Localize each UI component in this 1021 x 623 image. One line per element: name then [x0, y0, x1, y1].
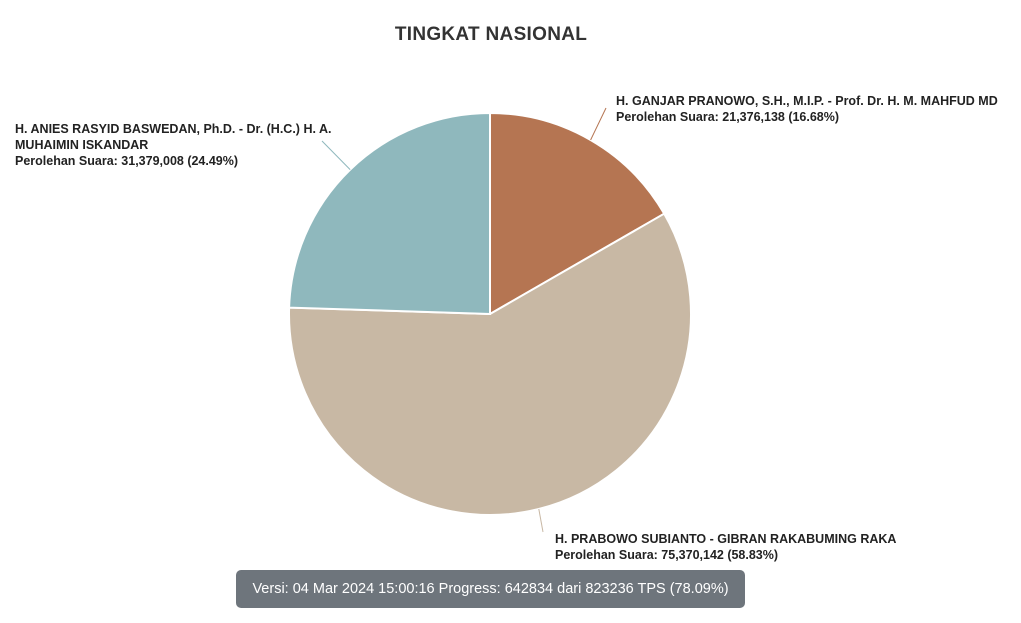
version-progress-bar: Versi: 04 Mar 2024 15:00:16 Progress: 64… [236, 570, 745, 608]
chart-title: TINGKAT NASIONAL [394, 24, 588, 45]
slice-label-anies: H. ANIES RASYID BASWEDAN, Ph.D. - Dr. (H… [15, 121, 335, 169]
vote-count-anies: Perolehan Suara: 31,379,008 (24.49%) [15, 154, 239, 168]
slice-label-prabowo: H. PRABOWO SUBIANTO - GIBRAN RAKABUMING … [555, 531, 955, 563]
connector-line-prabowo [538, 508, 544, 533]
vote-count-prabowo: Perolehan Suara: 75,370,142 (58.83%) [555, 548, 779, 562]
connector-line-anies [321, 140, 351, 170]
candidate-name-anies: H. ANIES RASYID BASWEDAN, Ph.D. - Dr. (H… [15, 122, 332, 152]
vote-count-ganjar: Perolehan Suara: 21,376,138 (16.68%) [616, 110, 840, 124]
candidate-name-ganjar: H. GANJAR PRANOWO, S.H., M.I.P. - Prof. … [616, 94, 998, 108]
pie-slice-prabowo[interactable] [288, 212, 692, 516]
connector-line-ganjar [590, 107, 607, 141]
candidate-name-prabowo: H. PRABOWO SUBIANTO - GIBRAN RAKABUMING … [555, 532, 897, 546]
pie-slice-anies[interactable] [288, 111, 491, 316]
slice-label-ganjar: H. GANJAR PRANOWO, S.H., M.I.P. - Prof. … [616, 93, 1016, 125]
